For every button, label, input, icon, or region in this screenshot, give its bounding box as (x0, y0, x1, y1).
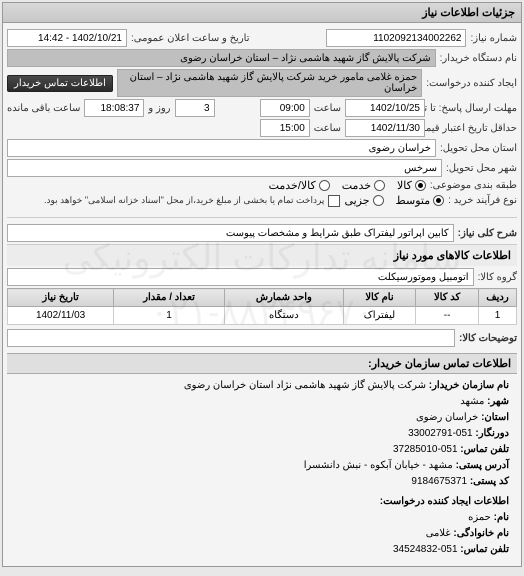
reply-deadline-label: مهلت ارسال پاسخ: تا تاریخ: (429, 103, 517, 114)
col-index: ردیف (479, 289, 517, 307)
col-qty: تعداد / مقدار (114, 289, 225, 307)
radio-both-label: کالا/خدمت (269, 179, 316, 192)
contact-postal-value: 9184675371 (411, 476, 467, 487)
panel-body: شماره نیاز: 1102092134002262 تاریخ و ساع… (3, 23, 521, 566)
category-radio-group: کالا خدمت کالا/خدمت (269, 179, 426, 192)
creator-firstname-label: نام: (494, 512, 509, 523)
remain-days-field: 3 (175, 99, 215, 117)
validity-time-field: 15:00 (260, 119, 310, 137)
goods-group-field: اتومبیل وموتورسیکلت (7, 268, 474, 286)
radio-goods-label: کالا (397, 179, 412, 192)
validity-label: حداقل تاریخ اعتبار قیمت: تا تاریخ: (429, 123, 517, 134)
table-cell: لیفتراک (343, 307, 415, 325)
contact-org-label: نام سازمان خریدار: (429, 380, 509, 391)
col-date: تاریخ نیاز (8, 289, 114, 307)
city-label: شهر محل تحویل: (446, 163, 517, 174)
goods-group-label: گروه کالا: (478, 272, 517, 283)
contact-address-label: آدرس پستی: (456, 460, 509, 471)
need-details-panel: جزئیات اطلاعات نیاز شماره نیاز: 11020921… (2, 2, 522, 567)
contact-info: نام سازمان خریدار: شرکت پالایش گاز شهید … (7, 374, 517, 562)
table-cell: -- (416, 307, 479, 325)
contact-fax-label: دورنگار: (475, 428, 509, 439)
col-unit: واحد شمارش (224, 289, 343, 307)
table-cell: 1402/11/03 (8, 307, 114, 325)
desc-short-label: شرح کلی نیاز: (458, 228, 517, 239)
goods-section-title: اطلاعات کالاهای مورد نیاز (7, 244, 517, 266)
day-label: روز و (148, 103, 170, 114)
time-label-1: ساعت (314, 103, 341, 114)
category-label: طبقه بندی موضوعی: (430, 180, 517, 191)
creator-phone-label: تلفن تماس: (460, 544, 509, 555)
radio-service[interactable]: خدمت (342, 179, 385, 192)
col-name: نام کالا (343, 289, 415, 307)
requester-label: ایجاد کننده درخواست: (426, 78, 517, 89)
table-cell: 1 (479, 307, 517, 325)
reply-time-field: 09:00 (260, 99, 310, 117)
radio-service-icon (374, 180, 385, 191)
radio-service-label: خدمت (342, 179, 371, 192)
requester-field: حمزه غلامی مامور خرید شرکت پالایش گاز شه… (117, 69, 422, 97)
time-label-2: ساعت (314, 123, 341, 134)
table-cell: دستگاه (224, 307, 343, 325)
desc-short-field: کابین اپراتور لیفتراک طبق شرایط و مشخصات… (7, 224, 454, 242)
contact-phone-label: تلفن تماس: (460, 444, 509, 455)
purchase-type-label: نوع فرآیند خرید : (448, 195, 517, 206)
contact-province-label: استان: (481, 412, 509, 423)
radio-goods-icon (415, 180, 426, 191)
city-field: سرخس (7, 159, 442, 177)
remain-label: ساعت باقی مانده (7, 103, 80, 114)
purchase-note: پرداخت تمام یا بخشی از مبلغ خرید،از محل … (44, 195, 324, 206)
radio-minor-label: جزیی (344, 194, 369, 207)
remain-time-field: 18:08:37 (84, 99, 144, 117)
radio-minor-icon (373, 195, 384, 206)
contact-city-value: مشهد (460, 396, 484, 407)
announce-date-label: تاریخ و ساعت اعلان عمومی: (131, 33, 250, 44)
radio-medium[interactable]: متوسط (396, 194, 445, 207)
contact-address-value: مشهد - خیابان آبکوه - نبش دانشسرا (304, 460, 453, 471)
creator-lastname-label: نام خانوادگی: (453, 528, 509, 539)
contact-fax-value: 051-33002791 (408, 428, 473, 439)
contact-city-label: شهر: (487, 396, 509, 407)
contact-province-value: خراسان رضوی (416, 412, 478, 423)
radio-both-icon (319, 180, 330, 191)
need-number-label: شماره نیاز: (470, 33, 517, 44)
table-cell: 1 (114, 307, 225, 325)
province-label: استان محل تحویل: (440, 143, 517, 154)
goods-notes-field (7, 329, 455, 347)
buyer-contact-button[interactable]: اطلاعات تماس خریدار (7, 75, 113, 92)
reply-date-field: 1402/10/25 (345, 99, 425, 117)
contact-heading: اطلاعات تماس سازمان خریدار: (7, 353, 517, 374)
panel-title: جزئیات اطلاعات نیاز (3, 3, 521, 23)
goods-table: ردیف کد کالا نام کالا واحد شمارش تعداد /… (7, 288, 517, 325)
announce-date-field: 1402/10/21 - 14:42 (7, 29, 127, 47)
purchase-radio-group: متوسط جزیی (344, 194, 444, 207)
radio-medium-label: متوسط (396, 194, 431, 207)
province-field: خراسان رضوی (7, 139, 436, 157)
table-row: 1--لیفتراکدستگاه11402/11/03 (8, 307, 517, 325)
radio-both[interactable]: کالا/خدمت (269, 179, 330, 192)
table-header-row: ردیف کد کالا نام کالا واحد شمارش تعداد /… (8, 289, 517, 307)
col-code: کد کالا (416, 289, 479, 307)
contact-phone-value: 051-37285010 (393, 444, 458, 455)
org-name-label: نام دستگاه خریدار: (440, 53, 517, 64)
treasury-checkbox[interactable] (328, 195, 340, 207)
creator-lastname-value: غلامی (426, 528, 451, 539)
radio-medium-icon (433, 195, 444, 206)
goods-notes-label: توضیحات کالا: (459, 333, 517, 344)
contact-postal-label: کد پستی: (470, 476, 509, 487)
radio-minor[interactable]: جزیی (344, 194, 383, 207)
radio-goods[interactable]: کالا (397, 179, 426, 192)
contact-org-value: شرکت پالایش گاز شهید هاشمی نژاد استان خر… (184, 380, 426, 391)
org-name-field: شرکت پالایش گاز شهید هاشمی نژاد – استان … (7, 49, 436, 67)
creator-phone-value: 051-34524832 (393, 544, 458, 555)
need-number-field: 1102092134002262 (326, 29, 466, 47)
creator-heading: اطلاعات ایجاد کننده درخواست: (15, 494, 509, 510)
creator-firstname-value: حمزه (468, 512, 491, 523)
validity-date-field: 1402/11/30 (345, 119, 425, 137)
